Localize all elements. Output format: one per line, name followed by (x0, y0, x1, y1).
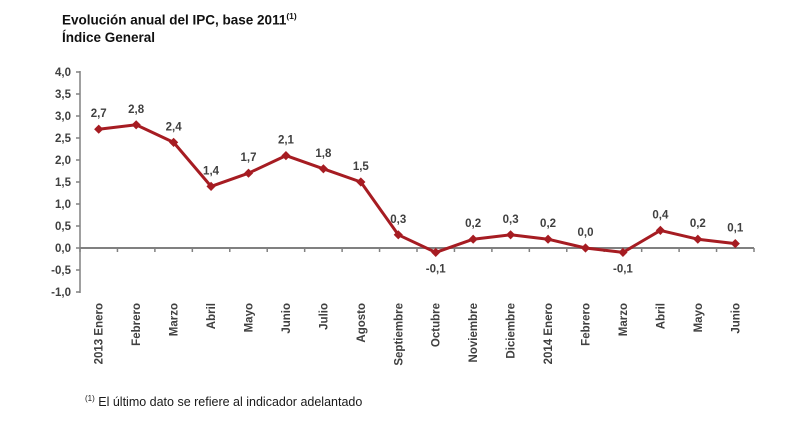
x-tick-label: Mayo (244, 303, 256, 332)
y-tick-label: 2,0 (55, 155, 71, 167)
y-axis: 4,0 3,5 3,0 2,5 2,0 1,5 1,0 0,5 0,0 -0,5 -1,0 (51, 67, 81, 299)
data-point-marker (94, 124, 104, 134)
data-point-marker (580, 243, 591, 253)
value-label: 0,2 (465, 218, 481, 230)
value-label: 2,7 (91, 108, 107, 120)
x-tick-label: Marzo (618, 303, 630, 336)
data-point-marker (543, 234, 553, 244)
value-label: 2,8 (128, 104, 145, 116)
value-label: 0,4 (652, 209, 669, 221)
value-label: 0,0 (578, 227, 594, 239)
y-tick-label: 0,5 (55, 221, 72, 233)
x-tick-label: Septiembre (393, 303, 405, 366)
footnote-text: El último dato se refiere al indicador a… (94, 395, 363, 410)
x-tick-label: Abril (206, 303, 218, 329)
x-tick-label: Febrero (131, 303, 143, 346)
value-label: -0,1 (613, 263, 633, 275)
data-point-marker (618, 247, 628, 257)
data-point-marker (206, 181, 216, 191)
data-point-marker (281, 151, 291, 161)
data-point-marker (393, 230, 403, 240)
value-label: 0,1 (727, 223, 744, 235)
x-tick-label: Junio (730, 303, 742, 334)
series-ipc (94, 120, 740, 257)
value-label: -0,1 (426, 263, 446, 275)
y-tick-label: 3,0 (55, 111, 71, 123)
data-point-marker (506, 230, 516, 240)
value-label: 1,4 (203, 165, 220, 177)
series-line (97, 123, 737, 254)
data-point-marker (693, 234, 703, 244)
value-label: 1,5 (353, 161, 370, 173)
chart-subtitle: Índice General (62, 29, 156, 45)
x-tick-label: 2013 Enero (94, 303, 106, 364)
chart-title: Evolución anual del IPC, base 2011(1) (62, 8, 297, 29)
x-tick-label: Junio (281, 303, 293, 334)
y-tick-label: -0,5 (51, 265, 71, 277)
x-tick-label: Agosto (356, 303, 368, 343)
y-tick-label: 3,5 (55, 89, 72, 101)
value-label: 1,8 (315, 148, 332, 160)
data-point-marker (243, 168, 254, 178)
x-tick-label: Julio (318, 303, 330, 330)
data-point-marker (356, 177, 366, 187)
chart-title-text: Evolución anual del IPC, base 2011 (62, 12, 287, 28)
data-point-marker (131, 120, 141, 130)
data-point-marker (655, 225, 665, 235)
data-point-marker (730, 239, 740, 249)
footnote-marker: (1) (85, 394, 95, 403)
x-tick-label: Mayo (693, 303, 705, 332)
y-tick-label: 1,0 (55, 199, 71, 211)
value-label: 0,3 (503, 214, 519, 226)
footnote: (1) El último dato se refiere al indicad… (85, 394, 362, 409)
value-label: 2,1 (278, 135, 295, 147)
x-tick-label: Abril (655, 303, 667, 329)
value-label: 0,3 (390, 214, 406, 226)
value-label: 2,4 (166, 121, 183, 133)
x-tick-label: Marzo (169, 303, 181, 336)
y-tick-label: 4,0 (55, 67, 71, 79)
y-tick-label: 0,0 (55, 243, 71, 255)
data-point-marker (468, 234, 478, 244)
data-point-marker (318, 164, 328, 174)
title-footnote-marker: (1) (286, 11, 297, 21)
x-tick-label: Octubre (431, 303, 443, 347)
value-label: 0,2 (540, 218, 556, 230)
chart-title-block: Evolución anual del IPC, base 2011(1) Ín… (62, 8, 297, 46)
value-label: 1,7 (241, 152, 257, 164)
x-tick-labels: 2013 Enero Febrero Marzo Abril Mayo Junio Juli… (94, 303, 743, 366)
x-axis (79, 247, 755, 252)
y-tick-label: 1,5 (55, 177, 72, 189)
x-tick-label: Diciembre (506, 303, 518, 359)
y-tick-label: -1,0 (51, 287, 71, 299)
data-point-marker (431, 247, 441, 257)
x-tick-label: 2014 Enero (543, 303, 555, 364)
value-labels: 2,7 2,8 2,4 1,4 1,7 2,1 1,8 1,5 0,3 -0,1 0,2 0,3 0,2… (91, 104, 744, 276)
y-tick-label: 2,5 (55, 133, 72, 145)
x-tick-label: Noviembre (468, 303, 480, 362)
data-point-marker (169, 137, 179, 147)
value-label: 0,2 (690, 218, 706, 230)
x-tick-label: Febrero (581, 303, 593, 346)
